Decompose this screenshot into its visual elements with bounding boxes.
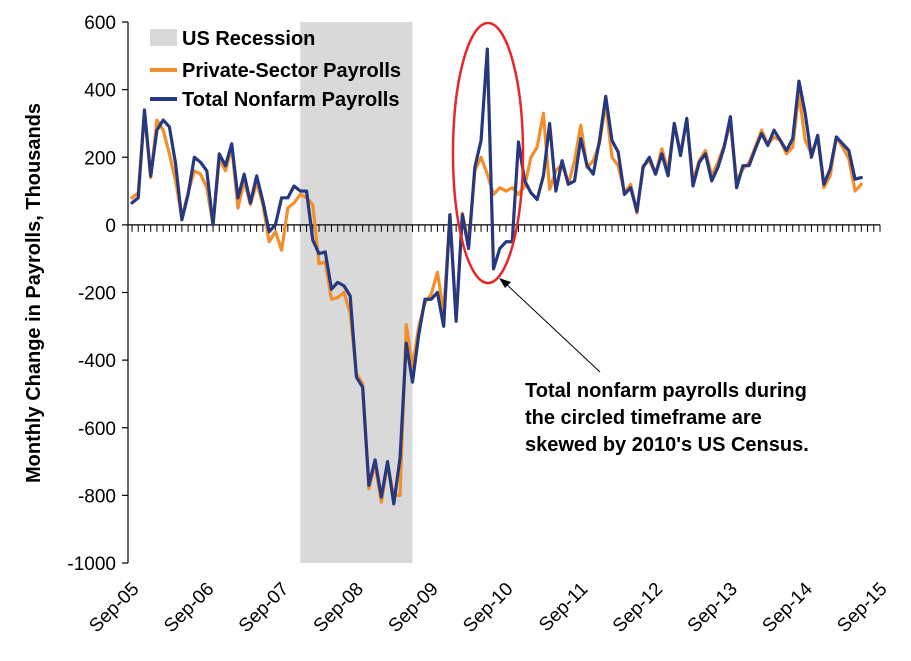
legend-label-recession: US Recession: [182, 28, 315, 50]
x-tick-label: Sep-08: [310, 579, 368, 637]
annotation-arrowhead: [499, 278, 511, 288]
annotation-line-3: skewed by 2010's US Census.: [525, 434, 809, 456]
series-line-total: [130, 47, 863, 506]
y-tick-label: -200: [78, 284, 116, 305]
y-tick-label: 400: [84, 81, 116, 102]
census-highlight-circle: [451, 21, 525, 285]
y-tick-label: -600: [78, 419, 116, 440]
x-tick-label: Sep-10: [459, 579, 517, 637]
y-tick-label: -1000: [67, 554, 116, 575]
x-tick-label: Sep-14: [759, 578, 817, 636]
x-tick-label-group: Sep-05 Sep-06 Sep-07 Sep-08 Sep-09 Sep-10 Sep-…: [85, 578, 891, 636]
y-tick-label: 600: [84, 13, 116, 34]
recession-band: [300, 22, 413, 563]
y-tick-label: -400: [78, 351, 116, 372]
x-tick-label: Sep-11: [535, 579, 592, 636]
x-tick-label: Sep-15: [833, 579, 891, 637]
legend-swatch-recession: [150, 29, 177, 46]
legend-label-total: Total Nonfarm Payrolls: [182, 89, 399, 111]
x-tick-label: Sep-09: [385, 579, 443, 637]
annotation-line-2: the circled timeframe are: [525, 407, 762, 429]
x-tick-label: Sep-05: [85, 579, 143, 637]
y-tick-label: 200: [84, 148, 116, 169]
x-tick-label: Sep-12: [609, 579, 667, 637]
annotation-arrow-line: [504, 282, 601, 373]
x-tick-label: Sep-07: [235, 579, 293, 637]
x-tick-label: Sep-06: [160, 579, 218, 637]
legend-label-private: Private-Sector Payrolls: [182, 60, 401, 82]
y-tick-label: 0: [105, 216, 116, 237]
legend: US Recession Private-Sector Payrolls Tot…: [150, 28, 401, 111]
annotation-line-1: Total nonfarm payrolls during: [525, 380, 807, 402]
y-tick-label: -800: [78, 486, 116, 507]
series-group: [130, 47, 863, 506]
y-tick-group: 600 400 200 0 -200 -400 -600 -800 -1000: [67, 13, 128, 575]
x-tick-label: Sep-13: [684, 579, 742, 637]
x-minor-tick-group: [131, 224, 881, 232]
y-axis-title: Monthly Change in Payrolls, Thousands: [23, 103, 45, 483]
